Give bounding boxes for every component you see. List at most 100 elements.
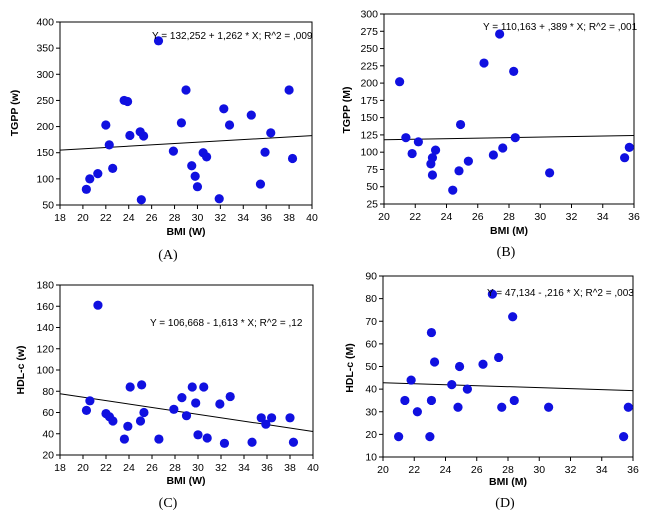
chart-2-data-point [448,185,458,195]
chart-3-x-tick-label: 26 [146,462,158,474]
chart-1-y-tick-label: 250 [36,95,54,107]
chart-3-x-tick-label: 30 [192,462,204,474]
chart-3-data-point [256,413,266,423]
chart-4-x-tick-label: 30 [533,464,545,476]
chart-3-x-tick-label: 36 [261,462,273,474]
chart-1-x-tick-label: 34 [237,212,249,224]
chart-2-data-point [498,143,508,153]
chart-4-data-point [494,352,504,363]
chart-1-data-point [187,161,197,171]
chart-4-y-tick-label: 70 [365,316,377,328]
chart-4-x-tick-label: 34 [596,464,608,476]
chart-4-data-point [508,312,518,322]
chart-1-data-point [176,118,187,128]
chart-1-y-tick-label: 200 [36,121,54,133]
chart-3-data-point [199,382,209,392]
chart-1-data-point [255,179,266,189]
chart-1-regression-line [59,135,313,151]
chart-2-x-tick-label: 28 [503,211,515,223]
chart-2-data-point [427,170,438,180]
chart-3-data-point [261,419,271,429]
chart-3-y-tick-label: 120 [36,343,54,355]
chart-3-data-point [267,413,277,423]
chart-4-data-point [429,357,440,367]
chart-3-plot-frame [59,284,314,456]
chart-4-x-tick-label: 20 [377,464,389,476]
chart-3-data-point [219,438,230,448]
chart-4-y-tick-label: 50 [365,361,377,373]
chart-2-data-point [430,145,441,155]
chart-3-data-point [125,382,135,392]
chart-3-data-point [135,416,146,426]
chart-2-regression-line [383,134,635,141]
chart-1-y-tick-label: 100 [36,173,54,185]
chart-1-data-point [190,171,200,181]
chart-1-data-point [214,194,224,204]
chart-4-data-point [497,402,507,412]
chart-2-x-tick-label: 36 [628,211,640,223]
chart-2-data-point [401,133,411,143]
chart-3-data-point [123,421,133,431]
chart-3-data-point [202,433,212,443]
chart-4-y-tick-label: 30 [365,406,377,418]
chart-4-y-tick-label: 90 [365,271,377,283]
chart-3-data-point [93,300,103,310]
chart-3-data-point [215,399,225,409]
chart-4-data-point [426,327,437,338]
chart-2-y-tick-label: 225 [360,60,378,72]
chart-4-y-tick-label: 20 [365,429,377,441]
chart-1-y-tick-label: 300 [36,69,54,81]
chart-2-y-tick-label: 125 [360,129,378,141]
chart-3-x-tick-label: 24 [123,462,135,474]
chart-1-data-point [246,110,256,120]
chart-4-x-tick-label: 24 [440,464,452,476]
chart-3-data-point [154,434,164,444]
chart-2-data-point [509,66,519,76]
chart-3-x-tick-label: 22 [100,462,112,474]
chart-4-y-tick-label: 10 [365,452,377,464]
chart-4-plot-frame [382,275,634,458]
chart-2-y-tick-label: 25 [366,199,378,211]
chart-2-x-axis-label: BMI (M) [490,225,528,237]
chart-2-caption: (B) [497,245,516,260]
chart-3-panel: 18 20 22 24 26 28 30 32 34 36 38 402040608010012014… [15,280,319,512]
chart-1-data-point [93,169,103,179]
chart-3-equation: Y = 106,668 - 1,613 * X; R^2 = ,12 [150,318,303,329]
chart-4-y-tick-label: 60 [365,338,377,350]
chart-2-data-point [510,133,520,143]
chart-3-y-tick-label: 60 [42,407,54,419]
chart-3-data-point [225,391,235,402]
chart-1-y-tick-label: 350 [36,43,54,55]
chart-2-x-tick-label: 26 [472,211,484,223]
chart-3-data-point [177,393,187,403]
chart-1-y-tick-label: 400 [36,17,54,29]
chart-2-data-point [463,156,473,166]
chart-2-x-tick-label: 24 [441,211,453,223]
chart-2-y-tick-label: 75 [366,164,378,176]
chart-1-plot-frame [59,21,313,206]
chart-3-data-point [169,404,179,414]
chart-2-y-tick-label: 275 [360,26,378,38]
chart-1-data-point [104,140,114,150]
chart-1-y-tick-label: 50 [42,200,54,212]
chart-3-x-tick-label: 18 [54,462,66,474]
chart-1-data-point [168,146,178,156]
chart-4-y-tick-label: 80 [365,293,377,305]
chart-3-data-point [181,411,192,421]
chart-1-x-tick-label: 30 [192,212,204,224]
chart-1-y-tick-label: 150 [36,147,54,159]
chart-3-y-tick-label: 20 [42,450,54,462]
chart-1-x-tick-label: 36 [260,212,272,224]
chart-4-caption: (D) [495,496,515,511]
chart-4-data-point [453,402,463,412]
chart-2-data-point [479,58,489,68]
chart-2-y-tick-label: 100 [360,147,378,159]
chart-2-data-point [395,77,405,87]
chart-4-data-point [454,361,465,372]
chart-4-equation: Y = 47,134 - ,216 * X; R^2 = ,003 [487,288,634,299]
chart-1-data-point [101,120,111,130]
chart-1-caption: (A) [158,248,178,263]
chart-4-data-point [623,402,633,412]
